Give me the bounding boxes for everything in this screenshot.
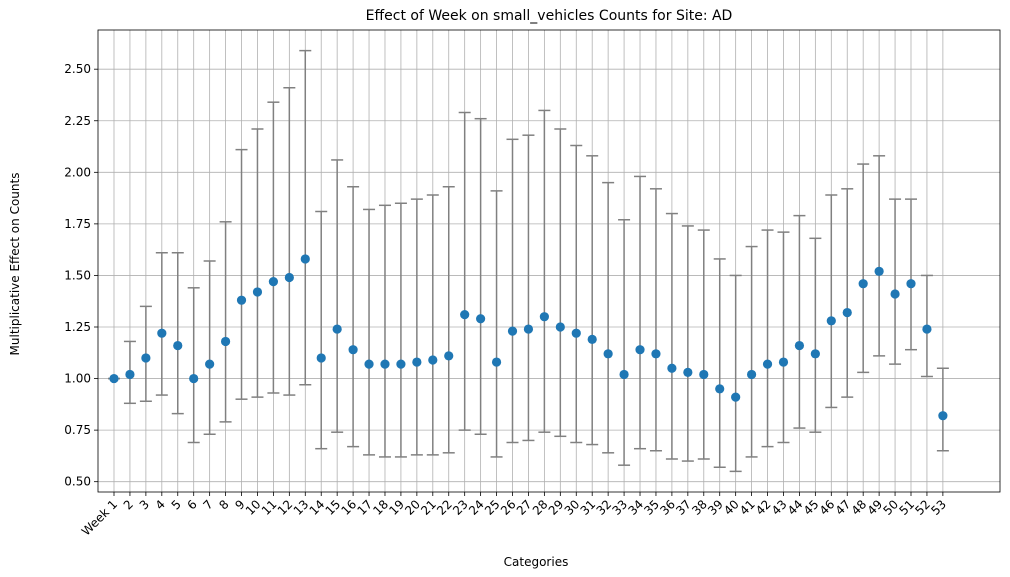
data-point	[858, 279, 868, 289]
data-point	[699, 369, 709, 380]
data-point	[603, 349, 613, 359]
error-bars	[108, 49, 949, 473]
x-tick-label: 53	[928, 497, 949, 518]
data-point	[189, 373, 199, 384]
data-point	[300, 254, 310, 264]
data-point	[380, 359, 390, 369]
data-point	[157, 328, 167, 338]
y-tick-label: 1.50	[64, 268, 91, 282]
data-point	[332, 324, 342, 334]
data-point	[476, 314, 486, 324]
x-tick-label: 5	[169, 497, 184, 512]
data-point	[523, 324, 534, 334]
data-point	[284, 272, 294, 283]
data-point	[762, 359, 773, 369]
data-point	[252, 287, 263, 297]
data-point	[364, 359, 374, 369]
x-axis-label: Categories	[504, 555, 569, 569]
plot-frame	[97, 29, 1001, 493]
grid-lines	[98, 30, 1000, 492]
x-tick-label: 2	[121, 497, 136, 512]
data-point	[922, 324, 932, 334]
y-tick-label: 2.50	[64, 62, 91, 76]
data-point	[794, 340, 805, 351]
data-point	[428, 355, 438, 365]
data-point	[491, 357, 502, 367]
x-tick-label: 3	[137, 497, 152, 512]
data-point	[220, 336, 231, 347]
data-point	[205, 359, 215, 369]
data-point	[268, 277, 278, 287]
data-point	[539, 312, 549, 322]
x-axis-ticks: Week 1 2 3 4 5 6 7 8 910111213141516171819202122…	[79, 492, 949, 538]
y-tick-label: 1.75	[64, 217, 91, 231]
data-point	[507, 326, 518, 336]
y-axis-label: Multiplicative Effect on Counts	[8, 173, 22, 356]
x-tick-label: 7	[200, 497, 215, 512]
data-point	[778, 357, 789, 367]
data-point	[555, 322, 565, 332]
data-point	[810, 349, 820, 359]
data-point	[715, 384, 725, 394]
data-points	[109, 254, 948, 421]
x-tick-label: 4	[153, 497, 168, 512]
data-point	[587, 334, 597, 344]
data-point	[683, 367, 693, 377]
data-point	[619, 369, 629, 380]
data-point	[635, 345, 645, 355]
data-point	[141, 353, 151, 363]
data-point	[731, 392, 741, 402]
chart-title: Effect of Week on small_vehicles Counts …	[366, 8, 733, 24]
data-point	[906, 279, 916, 289]
data-point	[571, 328, 581, 338]
y-tick-label: 0.75	[64, 423, 91, 437]
data-point	[396, 359, 406, 369]
data-point	[667, 363, 677, 373]
y-tick-label: 0.50	[64, 475, 91, 489]
data-point	[938, 411, 948, 421]
data-point	[173, 340, 183, 351]
x-tick-label: 8	[216, 497, 231, 512]
y-tick-label: 1.00	[64, 372, 91, 386]
data-point	[125, 369, 135, 380]
data-point	[109, 373, 119, 384]
data-point	[651, 349, 661, 359]
y-tick-label: 2.00	[64, 165, 91, 179]
y-axis-ticks: 0.50 0.75 1.00 1.25 1.50 1.75 2.00 2.25 2.50	[64, 62, 98, 489]
data-point	[236, 295, 247, 305]
data-point	[842, 307, 852, 318]
data-point	[874, 266, 884, 276]
data-point	[460, 310, 470, 320]
data-point	[826, 316, 836, 326]
y-tick-label: 2.25	[64, 114, 91, 128]
x-tick-label: Week 1	[79, 497, 120, 538]
y-tick-label: 1.25	[64, 320, 91, 334]
data-point	[890, 289, 900, 299]
data-point	[316, 353, 326, 363]
data-point	[412, 357, 422, 367]
data-point	[444, 351, 454, 361]
data-point	[348, 345, 358, 355]
x-tick-label: 6	[185, 497, 200, 512]
data-point	[747, 369, 757, 380]
